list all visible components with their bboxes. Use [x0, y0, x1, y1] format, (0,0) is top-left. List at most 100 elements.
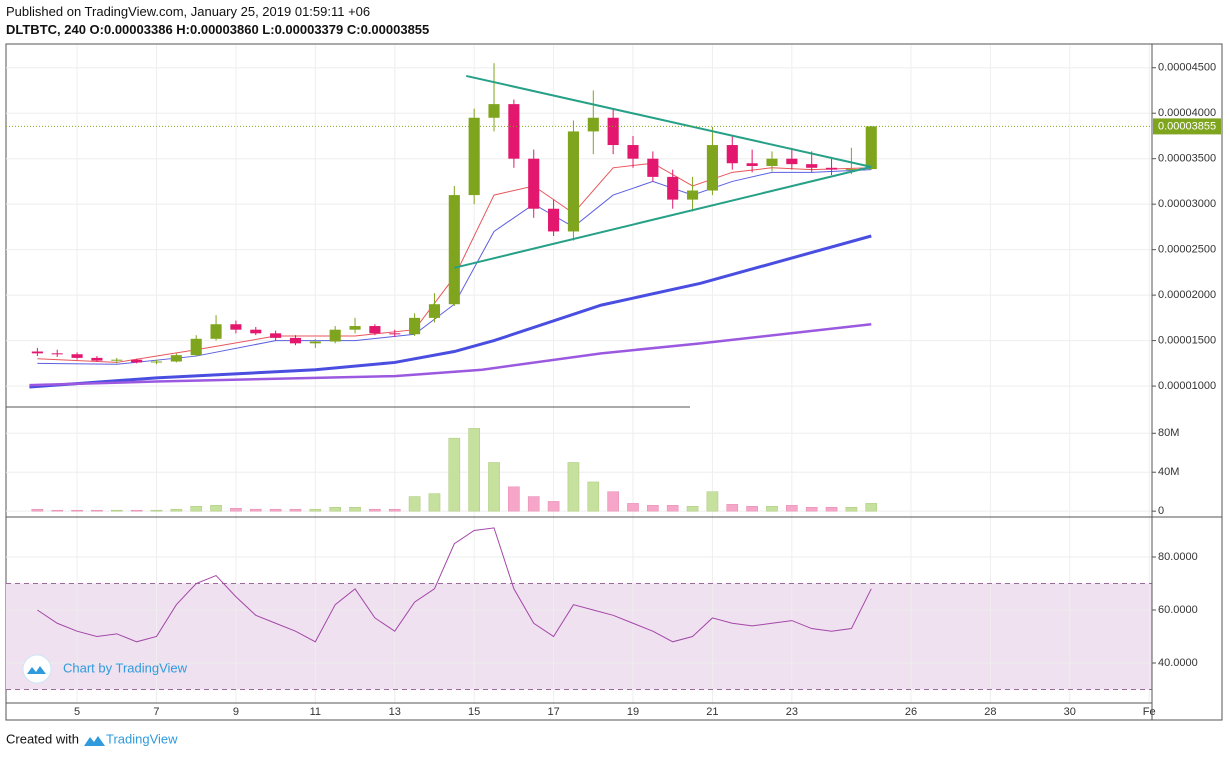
moving-average: [29, 234, 872, 389]
y-tick-label: 80.0000: [1158, 551, 1198, 563]
x-tick-label: 13: [389, 706, 401, 718]
candle-body: [567, 131, 579, 232]
footer-brand[interactable]: TradingView: [106, 731, 178, 746]
x-tick-label: 15: [468, 706, 480, 718]
y-tick-label: 60.0000: [1158, 604, 1198, 616]
candle-body: [31, 351, 43, 354]
volume-bar: [428, 493, 441, 512]
candle-body: [289, 337, 302, 344]
candle-body: [468, 117, 480, 196]
y-tick-label: 0.00003500: [1158, 153, 1216, 165]
volume-bar: [587, 481, 600, 512]
y-tick-label: 0: [1158, 505, 1164, 517]
volume-bar: [309, 508, 322, 512]
rsi-band: [6, 583, 1152, 690]
candle-body: [667, 176, 679, 200]
volume-bar: [726, 504, 739, 512]
candle-body: [250, 329, 262, 334]
candle-body: [409, 317, 421, 335]
x-tick-label: 26: [905, 706, 917, 718]
x-tick-label: 5: [74, 706, 80, 718]
candle-body: [845, 169, 857, 171]
candle-body: [329, 329, 341, 342]
volume-bar: [349, 507, 361, 512]
volume-bar: [448, 437, 461, 512]
x-tick-label: 7: [153, 706, 159, 718]
y-tick-label: 0.00002500: [1158, 244, 1216, 256]
candle-body: [111, 359, 123, 361]
y-tick-label: 0.00004500: [1158, 62, 1216, 74]
y-tick-label: 0.00001500: [1158, 335, 1216, 347]
last-price-tag: [1153, 118, 1221, 135]
candle-body: [587, 117, 599, 132]
candle-body: [508, 104, 520, 159]
candle-body: [786, 158, 798, 165]
volume-bar: [91, 509, 103, 512]
volume-bar: [468, 428, 480, 512]
candle-body: [806, 164, 818, 168]
volume-bar: [190, 506, 203, 512]
candle-body: [726, 145, 738, 164]
volume-bar: [130, 509, 143, 512]
candle-body: [647, 158, 659, 177]
candle-body: [488, 104, 500, 118]
volume-bar: [269, 508, 282, 512]
volume-bar: [31, 508, 44, 512]
candle-body: [627, 145, 639, 159]
x-tick-label: 17: [547, 706, 559, 718]
volume-bar: [150, 509, 163, 512]
candle-body: [210, 324, 222, 339]
x-tick-label: 21: [706, 706, 718, 718]
candle-body: [706, 145, 718, 191]
x-tick-label: 30: [1064, 706, 1076, 718]
y-tick-label: 0.00003000: [1158, 198, 1216, 210]
candle-body: [71, 354, 83, 358]
candle-body: [548, 208, 560, 232]
candle-body: [150, 361, 163, 363]
candle-body: [865, 126, 877, 170]
volume-bar: [845, 507, 858, 512]
volume-bar: [508, 486, 520, 512]
x-tick-label: 23: [786, 706, 798, 718]
volume-bar: [51, 509, 64, 512]
volume-bar: [647, 505, 659, 512]
y-tick-label: 80M: [1158, 427, 1179, 439]
last-price-label: 0.00003855: [1158, 120, 1216, 132]
candle-body: [389, 333, 401, 335]
volume-bar: [627, 503, 639, 512]
candle-body: [448, 195, 460, 305]
watermark-logo: [22, 654, 52, 684]
candle-body: [270, 333, 282, 338]
candle-body: [687, 190, 699, 200]
watermark-text: Chart by TradingView: [63, 660, 188, 675]
candle-body: [51, 353, 63, 355]
x-tick-label: Fe: [1143, 706, 1156, 718]
y-tick-label: 0.00002000: [1158, 289, 1216, 301]
volume-bar: [249, 508, 262, 512]
volume-bar: [706, 491, 719, 512]
volume-bar: [607, 491, 619, 512]
candle-body: [428, 304, 441, 318]
volume-bar: [666, 505, 679, 512]
trendline: [454, 165, 872, 269]
volume-bar: [686, 506, 699, 512]
published-line: Published on TradingView.com, January 25…: [6, 4, 371, 19]
candle-body: [825, 167, 838, 170]
candle-body: [309, 341, 321, 344]
symbol-line: DLTBTC, 240 O:0.00003386 H:0.00003860 L:…: [6, 22, 430, 37]
footer-logo: [84, 736, 105, 746]
x-tick-label: 28: [984, 706, 996, 718]
y-tick-label: 40.0000: [1158, 657, 1198, 669]
y-tick-label: 0.00004000: [1158, 107, 1216, 119]
moving-average: [29, 322, 872, 387]
candle-body: [91, 357, 103, 361]
candle-body: [170, 355, 182, 362]
trendline: [466, 74, 872, 168]
volume-bar: [329, 507, 341, 512]
volume-bar: [230, 507, 242, 512]
candle-body: [131, 359, 143, 363]
candle-body: [607, 117, 619, 146]
volume-bar: [388, 508, 401, 512]
volume-bar: [170, 508, 183, 512]
